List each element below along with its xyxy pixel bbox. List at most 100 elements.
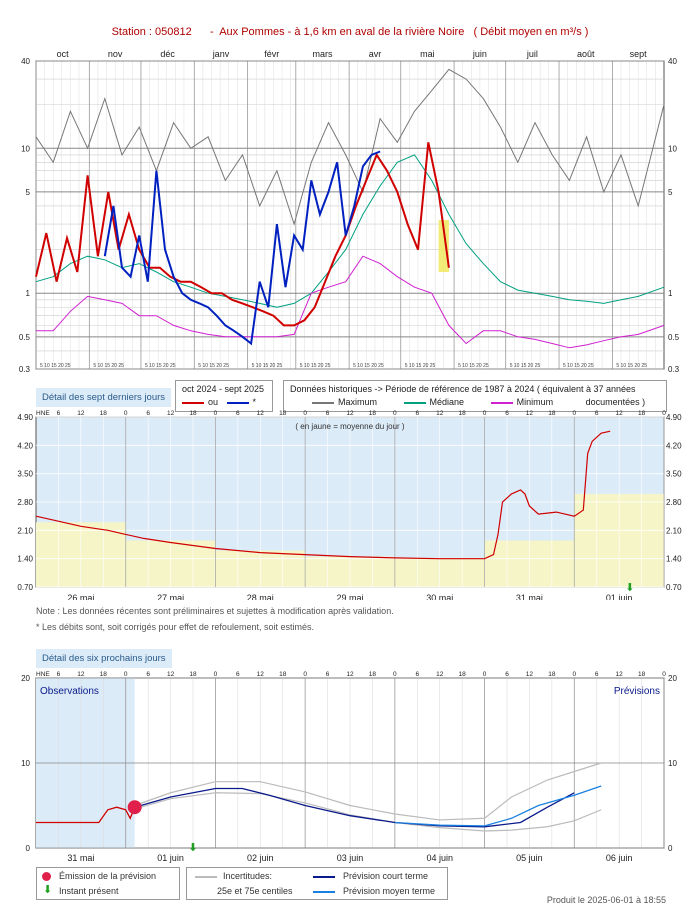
hour-label: 12	[77, 671, 85, 678]
min-label: Minimum	[516, 397, 554, 407]
hour-label: 0	[393, 671, 397, 678]
hour-label: 6	[505, 410, 509, 417]
y-tick-label-right: 0.70	[666, 583, 682, 592]
current-year-legend: oct 2024 - sept 2025 ou *	[175, 380, 273, 412]
hour-label: 6	[415, 410, 419, 417]
hour-label: 12	[167, 671, 175, 678]
day-tick-labels: 5 10 15 20 25	[145, 363, 176, 369]
month-label: nov	[108, 49, 123, 59]
y-tick-label-right: 4.20	[666, 441, 682, 450]
hour-label: 6	[146, 410, 150, 417]
y-tick-label-left: 20	[21, 674, 30, 683]
day-label: 03 juin	[337, 853, 364, 863]
day-label: 31 mai	[67, 853, 94, 863]
day-tick-labels: 5 10 15 20 25	[93, 363, 124, 369]
day-tick-labels: 5 10 15 20 25	[510, 363, 541, 369]
forecast-legend: Incertitudes: 25e et 75e centiles Prévis…	[186, 867, 448, 900]
hour-label: 12	[436, 410, 444, 417]
plot-area-1	[35, 60, 665, 370]
hour-label: 12	[526, 671, 534, 678]
centiles-label: 25e et 75e centiles	[217, 886, 293, 896]
uncertainty-75-line	[134, 762, 602, 821]
y-tick-label-left: 0	[26, 844, 31, 853]
six-days-tag[interactable]: Détail des six prochains jours	[36, 649, 172, 668]
y-tick-label-left: 2.10	[17, 526, 33, 535]
y-tick-label-left: 5	[26, 188, 31, 197]
observations-label: Observations	[40, 686, 99, 697]
y-tick-label-right: 0.3	[668, 365, 680, 374]
y-tick-label-right: 1.40	[666, 555, 682, 564]
hour-label: 0	[303, 410, 307, 417]
current-day-marker	[438, 219, 449, 273]
y-tick-label-right: 1	[668, 289, 673, 298]
produced-label: Produit le 2025-06-01 à 18:55	[546, 895, 666, 905]
moyen-swatch	[313, 891, 335, 893]
seven-days-tag[interactable]: Détail des sept derniers jours	[36, 388, 172, 407]
hour-label: 0	[124, 671, 128, 678]
court-label: Prévision court terme	[343, 871, 429, 881]
hour-label: 6	[326, 410, 330, 417]
y-tick-label-right: 3.50	[666, 470, 682, 479]
month-label: sept	[630, 49, 648, 59]
day-tick-labels: 5 10 15 20 25	[405, 363, 436, 369]
month-label: juin	[472, 49, 487, 59]
day-label: 29 mai	[336, 593, 363, 600]
hour-label: 0	[483, 671, 487, 678]
day-label: 31 mai	[516, 593, 543, 600]
moyen-label: Prévision moyen terme	[343, 886, 436, 896]
y-tick-label-left: 0.3	[19, 365, 31, 374]
hour-label: 12	[257, 671, 265, 678]
series-line-maximum	[35, 68, 665, 226]
day-tick-labels: 5 10 15 20 25	[616, 363, 647, 369]
day-label: 05 juin	[516, 853, 543, 863]
hour-label: 12	[167, 410, 175, 417]
hour-label: 18	[189, 410, 197, 417]
day-label: 26 mai	[67, 593, 94, 600]
hour-label: 12	[257, 410, 265, 417]
day-label: 27 mai	[157, 593, 184, 600]
day-tick-labels: 5 10 15 20 25	[300, 363, 331, 369]
hour-label: 18	[189, 671, 197, 678]
series-line-instant	[35, 430, 611, 560]
hour-label: 18	[369, 410, 377, 417]
y-tick-label-left: 1.40	[17, 555, 33, 564]
y-tick-label-left: 0.70	[17, 583, 33, 592]
emission-dot-icon	[42, 872, 51, 881]
hour-label: 6	[236, 671, 240, 678]
forecast-chart: 6 12 18 0 31 mai 6 12 18 0 01 juin 6 12 18 0 02 juin 6 1…	[21, 671, 677, 863]
series-line-m-diane	[35, 154, 665, 308]
y-tick-label-right: 4.90	[666, 413, 682, 422]
hour-label: 18	[638, 410, 646, 417]
day-label: 28 mai	[247, 593, 274, 600]
hour-label: 0	[393, 410, 397, 417]
chart-subtitle: ( en jaune = moyenne du jour )	[295, 422, 405, 431]
day-label: 06 juin	[606, 853, 633, 863]
y-tick-label-left: 10	[21, 759, 30, 768]
hour-label: 12	[616, 671, 624, 678]
red-line-swatch	[182, 401, 204, 404]
month-label: déc	[160, 49, 175, 59]
day-label: 30 mai	[426, 593, 453, 600]
median-label: Médiane	[429, 397, 465, 407]
y-tick-label-left: 40	[21, 57, 30, 66]
day-label: 04 juin	[426, 853, 453, 863]
hour-label: 18	[279, 671, 287, 678]
min-swatch	[490, 401, 513, 404]
y-tick-label-right: 0	[668, 844, 673, 853]
y-tick-label-right: 20	[668, 674, 677, 683]
hour-label: 18	[459, 671, 467, 678]
hour-label: 0	[572, 410, 576, 417]
blue-line-swatch	[226, 401, 249, 404]
month-label: oct	[57, 49, 70, 59]
unit-label: HNE	[36, 410, 50, 417]
day-label: 01 juin	[157, 853, 184, 863]
hour-label: 6	[595, 410, 599, 417]
hour-label: 0	[124, 410, 128, 417]
hour-label: 0	[662, 671, 666, 678]
present-arrow-icon: ⬇	[625, 582, 634, 594]
y-tick-label-left: 4.90	[17, 413, 33, 422]
uncert-label: Incertitudes:	[223, 871, 273, 881]
month-label: avr	[369, 49, 382, 59]
note-corrected: * Les débits sont, soit corrigés pour ef…	[36, 622, 314, 632]
y-tick-label-right: 40	[668, 57, 677, 66]
